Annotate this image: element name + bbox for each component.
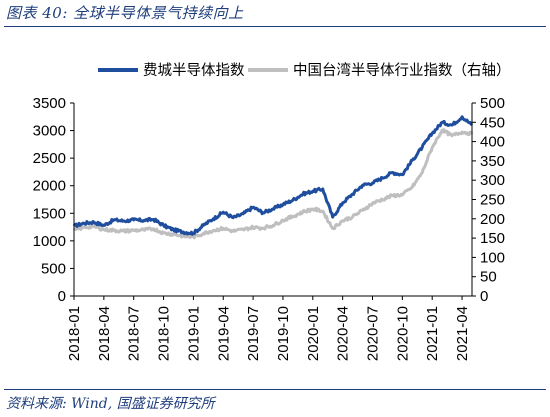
left-axis-tick-label: 2500	[33, 150, 66, 167]
x-axis-tick-label: 2020-04	[335, 306, 352, 361]
source-note: 资料来源: Wind, 国盛证券研究所	[6, 396, 215, 412]
source-divider	[4, 389, 546, 390]
axes-layer: 0 500 1000 1500 2000 2500 3000 3500 0 50 100 150 200…	[33, 95, 505, 361]
x-axis-tick-label: 2021-04	[454, 306, 471, 361]
figure-title: 图表 40: 全球半导体景气持续向上	[6, 4, 244, 22]
right-axis-tick-label: 150	[480, 230, 505, 247]
series-line-sox	[72, 115, 474, 236]
right-axis-tick-label: 100	[480, 249, 505, 266]
right-axis-tick-label: 500	[480, 95, 505, 112]
right-axis-tick-label: 300	[480, 172, 505, 189]
title-divider	[4, 26, 546, 27]
x-axis-tick-label: 2018-07	[126, 306, 143, 361]
left-axis-tick-label: 1500	[33, 205, 66, 222]
x-axis-tick-label: 2018-04	[96, 306, 113, 361]
x-axis-tick-label: 2020-10	[394, 306, 411, 361]
left-axis-tick-label: 2000	[33, 178, 66, 195]
legend-label-sox: 费城半导体指数	[143, 62, 245, 79]
x-axis-tick-label: 2018-01	[66, 306, 83, 361]
right-axis-tick-label: 0	[480, 288, 488, 305]
x-axis-tick-label: 2018-10	[156, 306, 173, 361]
x-axis-tick-label: 2019-04	[215, 306, 232, 361]
left-axis-tick-label: 3000	[33, 123, 66, 140]
right-axis-tick-label: 250	[480, 192, 505, 209]
right-axis-tick-label: 400	[480, 134, 505, 151]
right-axis-tick-label: 350	[480, 153, 505, 170]
series-layer	[72, 115, 474, 240]
right-axis-tick-label: 50	[480, 269, 497, 286]
left-axis-tick-label: 3500	[33, 95, 66, 112]
chart-legend: 费城半导体指数 中国台湾半导体行业指数（右轴）	[98, 62, 511, 79]
left-axis-tick-label: 500	[41, 260, 66, 277]
x-axis-tick-label: 2019-01	[185, 306, 202, 361]
right-axis-tick-label: 200	[480, 211, 505, 228]
x-axis-tick-label: 2019-10	[275, 306, 292, 361]
x-axis-tick-label: 2021-01	[424, 306, 441, 361]
x-axis-tick-label: 2019-07	[245, 306, 262, 361]
series-line-taiwan	[72, 128, 474, 240]
right-axis-tick-label: 450	[480, 114, 505, 131]
left-axis-tick-label: 1000	[33, 233, 66, 250]
left-axis-tick-label: 0	[58, 288, 66, 305]
x-axis-tick-label: 2020-07	[365, 306, 382, 361]
x-axis-tick-label: 2020-01	[305, 306, 322, 361]
legend-label-taiwan: 中国台湾半导体行业指数（右轴）	[293, 62, 511, 79]
